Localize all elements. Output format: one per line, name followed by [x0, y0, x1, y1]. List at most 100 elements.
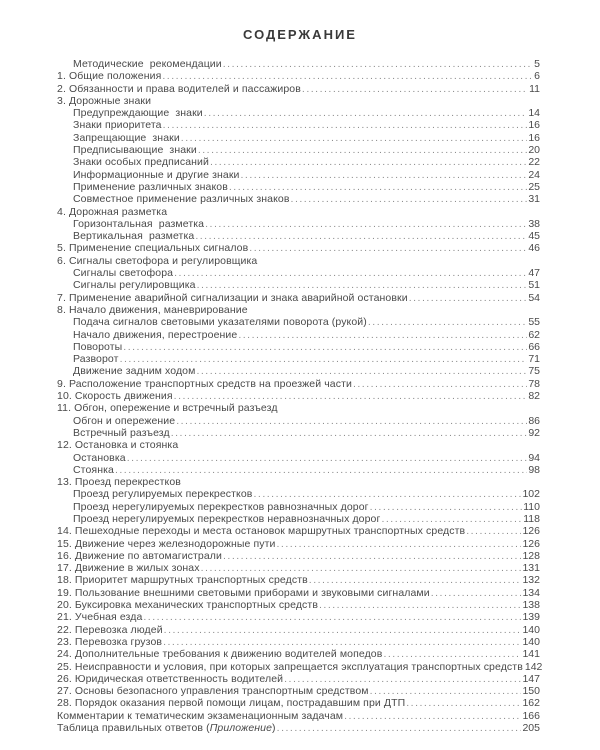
toc-entry: 9. Расположение транспортных средств на … — [57, 378, 540, 390]
toc-entry-label: Разворот — [73, 353, 119, 366]
toc-entry-label: 10. Скорость движения — [57, 390, 173, 403]
toc-entry-page: 75 — [528, 365, 540, 378]
toc-entry-label: Сигналы светофора — [73, 267, 174, 280]
toc-entry-label: 26. Юридическая ответственность водителе… — [57, 672, 284, 685]
toc-entry: 11. Обгон, опережение и встречный разъез… — [57, 402, 540, 414]
toc-entry: 5. Применение специальных сигналов 46 — [57, 242, 540, 254]
toc-entry: Проезд нерегулируемых перекрестков нерав… — [57, 513, 540, 525]
toc-entry: Проезд нерегулируемых перекрестков равно… — [57, 501, 540, 513]
toc-entry-label: Проезд нерегулируемых перекрестков нерав… — [73, 512, 381, 525]
dot-leader — [302, 83, 528, 95]
toc-entry: 19. Пользование внешними световыми прибо… — [57, 587, 540, 599]
toc-entry-label: Знаки особых предписаний — [73, 156, 209, 169]
toc-entry-label: 5. Применение специальных сигналов — [57, 242, 249, 255]
toc-entry-label-italic: Приложение — [209, 722, 273, 735]
toc-entry: 7. Применение аварийной сигнализации и з… — [57, 292, 540, 304]
dot-leader — [143, 611, 521, 623]
toc-entry-page: 94 — [528, 451, 540, 464]
dot-leader — [176, 415, 527, 427]
dot-leader — [406, 697, 521, 709]
toc-entry: 10. Скорость движения 82 — [57, 390, 540, 402]
toc-entry: Применение различных знаков 25 — [57, 181, 540, 193]
toc-entry-page: 31 — [528, 193, 540, 206]
toc-entry-page: 82 — [528, 390, 540, 403]
toc-entry-page: 128 — [522, 549, 540, 562]
dot-leader — [223, 550, 521, 562]
toc-entry-page: 6 — [534, 70, 540, 83]
toc-entry-page: 11 — [529, 82, 540, 95]
toc-entry-page: 25 — [528, 180, 540, 193]
dot-leader — [277, 722, 522, 734]
dot-leader — [353, 378, 527, 390]
toc-entry-label: 28. Порядок оказания первой помощи лицам… — [57, 697, 406, 710]
toc-entry: 25. Неисправности и условия, при которых… — [57, 660, 542, 673]
toc-entry: Подача сигналов световыми указателями по… — [57, 316, 540, 328]
toc-entry: 14. Пешеходные переходы и места останово… — [57, 525, 540, 537]
toc-entry-label: Знаки приоритета — [73, 119, 162, 132]
toc-entry-label: Встречный разъезд — [73, 426, 170, 439]
dot-leader — [431, 587, 522, 599]
toc-entry-label: 20. Буксировка механических транспортных… — [57, 599, 318, 612]
toc-entry-label: Применение различных знаков — [73, 180, 228, 193]
toc-entry-label: Проезд регулируемых перекрестков — [73, 488, 253, 501]
dot-leader — [174, 390, 528, 402]
toc-entry: 28. Порядок оказания первой помощи лицам… — [57, 697, 540, 709]
dot-leader — [120, 353, 528, 365]
toc-entry: Совместное применение различных знаков 31 — [57, 193, 540, 205]
toc-entry-label: 18. Приоритет маршрутных транспортных ср… — [57, 574, 308, 587]
toc-entry: Предупреждающие знаки 14 — [57, 107, 540, 119]
toc-entry-page: 46 — [528, 242, 540, 255]
toc-entry-page: 205 — [522, 722, 540, 735]
dot-leader — [319, 599, 521, 611]
toc-entry-page: 14 — [528, 107, 540, 120]
toc-entry-label: Таблица правильных ответов (Приложение) — [57, 722, 276, 735]
toc-entry-label: 14. Пешеходные переходы и места останово… — [57, 525, 466, 538]
dot-leader — [196, 365, 527, 377]
toc-entry-page: 55 — [528, 316, 540, 329]
toc-entry-page: 126 — [522, 525, 540, 538]
dot-leader — [466, 525, 521, 537]
toc-entry-page: 98 — [528, 463, 540, 476]
toc-entry-label: 25. Неисправности и условия, при которых… — [57, 660, 523, 673]
toc-entry-label: 27. Основы безопасного управления трансп… — [57, 685, 369, 698]
toc-entry: 13. Проезд перекрестков — [57, 476, 540, 488]
toc-entry: 2. Обязанности и права водителей и пасса… — [57, 83, 540, 95]
toc-entry: Повороты 66 — [57, 341, 540, 353]
toc-entry-label: 21. Учебная езда — [57, 611, 143, 624]
toc-entry: 23. Перевозка грузов 140 — [57, 636, 540, 648]
toc-entry: 26. Юридическая ответственность водителе… — [57, 673, 540, 685]
toc-entry-page: 102 — [522, 488, 540, 501]
toc-entry: Обгон и опережение 86 — [57, 415, 540, 427]
toc-entry-label: Запрещающие знаки — [73, 131, 180, 144]
toc-entry-page: 47 — [528, 267, 540, 280]
dot-leader — [164, 624, 522, 636]
dot-leader — [201, 562, 522, 574]
toc-entry-label: Методические рекомендации — [73, 58, 222, 70]
dot-leader — [163, 636, 521, 648]
toc-entry-label: Начало движения, перестроение — [73, 328, 238, 341]
toc-entry-page: 78 — [528, 377, 540, 390]
toc-entry-label: Обгон и опережение — [73, 414, 176, 427]
dot-leader — [223, 58, 533, 70]
dot-leader — [249, 242, 527, 254]
toc-entry: Вертикальная разметка 45 — [57, 230, 540, 242]
toc-entry: 20. Буксировка механических транспортных… — [57, 599, 540, 611]
toc-entry-label: Стоянка — [73, 463, 114, 476]
toc-entry: Комментарии к тематическим экзаменационн… — [57, 710, 540, 722]
toc-entry-label: 12. Остановка и стоянка — [57, 439, 179, 452]
toc-entry: Методические рекомендации 5 — [57, 58, 540, 70]
toc-entry: 1. Общие положения 6 — [57, 70, 540, 82]
toc-entry-page: 86 — [528, 414, 540, 427]
toc-entry-label: Повороты — [73, 340, 123, 353]
toc-entry-label: 19. Пользование внешними световыми прибо… — [57, 586, 430, 599]
toc-entry-label: Остановка — [73, 451, 126, 464]
toc-entry: Предписывающие знаки 20 — [57, 144, 540, 156]
dot-leader — [198, 144, 527, 156]
toc-entry: Таблица правильных ответов (Приложение) 2… — [57, 722, 540, 734]
toc-entry-label: Вертикальная разметка — [73, 230, 195, 243]
dot-leader — [381, 513, 522, 525]
toc-entry: 24. Дополнительные требования к движению… — [57, 648, 540, 660]
dot-leader — [253, 488, 521, 500]
dot-leader — [163, 119, 528, 131]
